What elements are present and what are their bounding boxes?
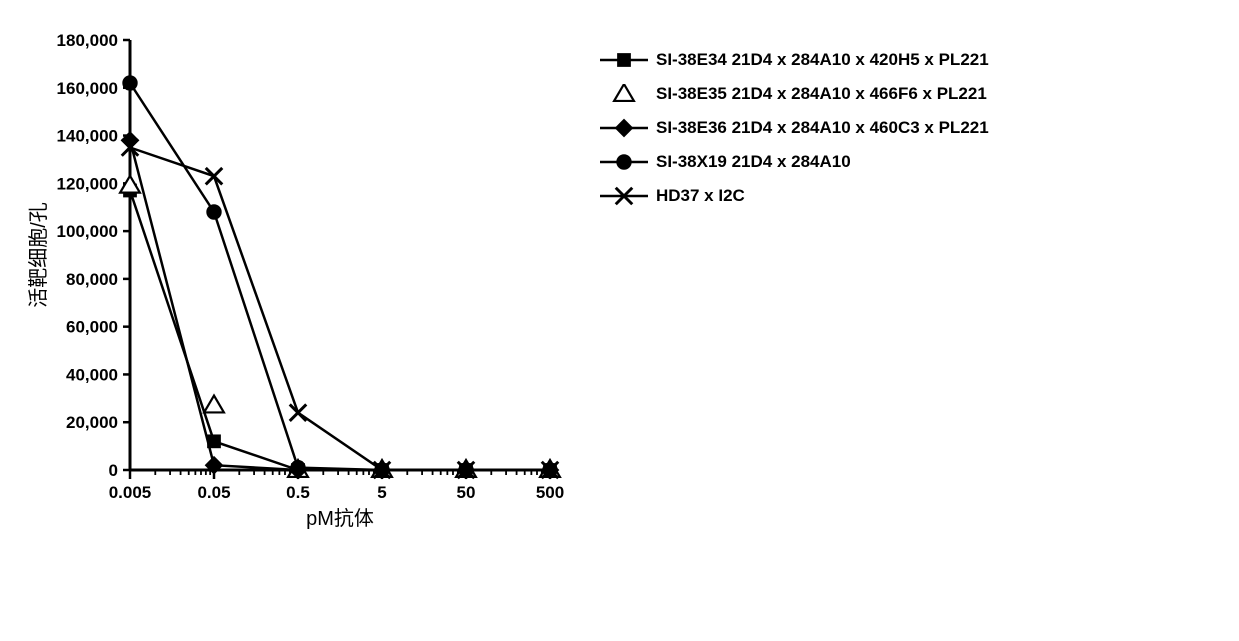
marker-diamond [615,119,634,138]
x-tick-label: 5 [377,483,386,502]
y-tick-label: 100,000 [57,222,118,241]
x-tick-label: 50 [457,483,476,502]
y-tick-label: 160,000 [57,79,118,98]
chart-svg: 0 20,000 40,000 60,000 80,000 100,000 120,000 1… [20,20,570,540]
marker-triangle [614,84,634,101]
legend-item: SI-38E34 21D4 x 284A10 x 420H5 x PL221 [600,50,989,70]
y-tick-label: 0 [109,461,118,480]
marker-circle [616,154,631,169]
legend-marker [600,186,648,206]
y-tick-label: 40,000 [66,365,118,384]
chart-container: 0 20,000 40,000 60,000 80,000 100,000 120,000 1… [20,20,1219,545]
x-tick-label: 500 [536,483,564,502]
series-line [130,148,550,471]
x-tick-label: 0.005 [109,483,152,502]
legend-marker [600,118,648,138]
marker-circle [122,75,137,90]
legend-marker [600,50,648,70]
series-line [130,83,550,470]
legend-label: SI-38E35 21D4 x 284A10 x 466F6 x PL221 [656,84,987,104]
legend-marker [600,152,648,172]
x-tick-label: 0.5 [286,483,310,502]
legend-marker [600,84,648,104]
y-tick-label: 20,000 [66,413,118,432]
legend-label: HD37 x I2C [656,186,745,206]
y-tick-label: 140,000 [57,127,118,146]
y-axis-label: 活靶细胞/孔 [27,202,50,308]
legend: SI-38E34 21D4 x 284A10 x 420H5 x PL221 SI… [600,20,989,220]
y-tick-label: 180,000 [57,31,118,50]
legend-item: HD37 x I2C [600,186,989,206]
legend-label: SI-38X19 21D4 x 284A10 [656,152,851,172]
y-tick-label: 60,000 [66,318,118,337]
legend-item: SI-38E35 21D4 x 284A10 x 466F6 x PL221 [600,84,989,104]
x-tick-label: 0.05 [197,483,230,502]
marker-circle [206,204,221,219]
series-line [130,140,550,470]
marker-square [617,53,631,67]
marker-diamond [205,456,224,475]
legend-item: SI-38E36 21D4 x 284A10 x 460C3 x PL221 [600,118,989,138]
x-axis-label: pM抗体 [306,507,374,530]
legend-item: SI-38X19 21D4 x 284A10 [600,152,989,172]
marker-triangle [204,396,224,413]
legend-label: SI-38E34 21D4 x 284A10 x 420H5 x PL221 [656,50,989,70]
series-line [130,191,550,471]
y-tick-label: 80,000 [66,270,118,289]
marker-circle [290,460,305,475]
chart-plot: 0 20,000 40,000 60,000 80,000 100,000 120,000 1… [20,20,570,545]
legend-label: SI-38E36 21D4 x 284A10 x 460C3 x PL221 [656,118,989,138]
y-tick-label: 120,000 [57,174,118,193]
